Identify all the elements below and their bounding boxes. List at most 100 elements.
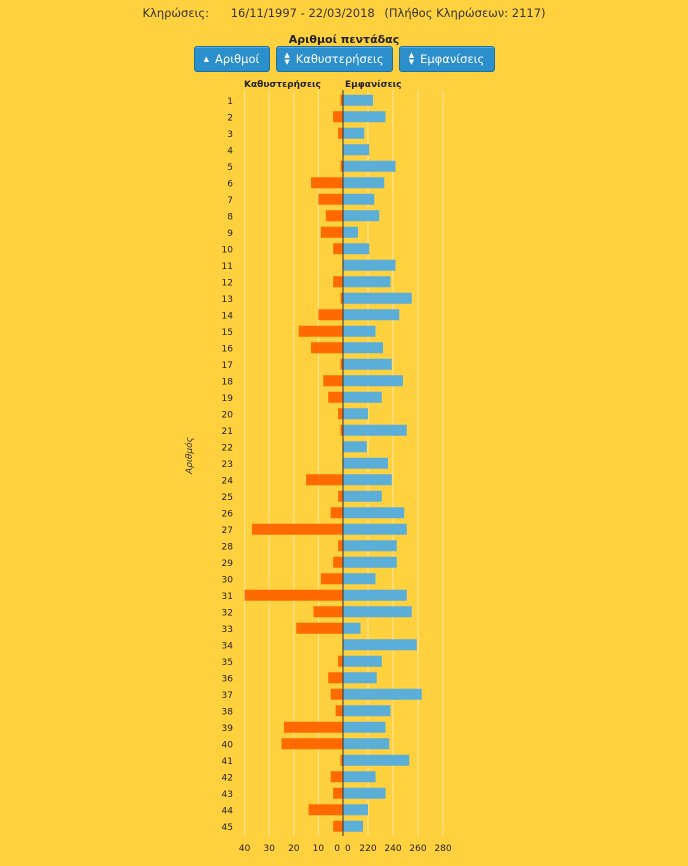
x-tick-label: 40 [239, 844, 251, 854]
x-tick-label: 220 [359, 844, 376, 854]
category-label: 45 [222, 823, 233, 833]
category-label: 21 [222, 427, 233, 437]
delay-bar [306, 474, 343, 486]
appearance-bar [343, 441, 367, 453]
appearance-bar [343, 507, 405, 519]
category-label: 37 [222, 691, 233, 701]
appearance-bar [343, 820, 363, 832]
category-label: 8 [227, 212, 233, 222]
delay-bar [338, 490, 343, 502]
category-label: 6 [227, 179, 233, 189]
sort-numbers-button[interactable]: ▲ Αριθμοί [193, 46, 270, 72]
sort-updown-icon: ▲ ▼ [408, 51, 415, 66]
category-label: 16 [222, 344, 234, 354]
appearance-bar [343, 391, 382, 403]
delay-bar [340, 358, 343, 370]
category-label: 43 [222, 790, 233, 800]
delay-bar [281, 738, 343, 750]
category-label: 17 [222, 361, 233, 371]
appearance-bar [343, 193, 375, 205]
appearance-bar [343, 292, 412, 304]
sort-appearances-button[interactable]: ▲ ▼ Εμφανίσεις [398, 46, 495, 72]
appearance-bar [343, 342, 383, 354]
category-label: 27 [222, 526, 233, 536]
right-series-label: Εμφανίσεις [345, 79, 402, 90]
category-label: 36 [222, 674, 234, 684]
category-label: 13 [222, 295, 233, 305]
appearance-bar [343, 606, 412, 618]
category-label: 25 [222, 493, 233, 503]
delay-bar [323, 375, 343, 387]
appearance-bar [343, 424, 407, 436]
category-label: 2 [227, 113, 233, 123]
delay-bar [320, 226, 343, 238]
category-label: 26 [222, 509, 234, 519]
category-label: 41 [222, 757, 233, 767]
appearance-bar [343, 738, 390, 750]
delay-bar [298, 325, 343, 337]
category-label: 5 [227, 163, 233, 173]
category-label: 38 [222, 707, 234, 717]
category-label: 32 [222, 608, 233, 618]
delay-bar [340, 160, 343, 172]
delay-bar [283, 721, 343, 733]
appearance-bar [343, 177, 385, 189]
appearance-bar [343, 490, 382, 502]
category-label: 23 [222, 460, 233, 470]
x-tick-label: 260 [409, 844, 426, 854]
delay-bar [333, 820, 343, 832]
category-label: 1 [227, 97, 233, 107]
delay-bar [313, 606, 343, 618]
appearance-bar [343, 573, 376, 585]
appearance-bar [343, 540, 397, 552]
delay-bar [333, 556, 343, 568]
delay-bar [340, 94, 343, 106]
delay-bar [333, 243, 343, 255]
category-label: 31 [222, 592, 233, 602]
appearance-bar [343, 705, 391, 717]
y-axis-title: Αριθμός [185, 437, 195, 474]
delay-bar [340, 292, 343, 304]
appearance-bar [343, 787, 386, 799]
appearance-bar [343, 804, 368, 816]
category-label: 14 [222, 311, 234, 321]
category-label: 22 [222, 443, 233, 453]
appearance-bar [343, 309, 400, 321]
delay-bar [330, 771, 343, 783]
appearance-bar [343, 408, 368, 420]
x-tick-label: 10 [313, 844, 325, 854]
delay-bar [325, 210, 343, 222]
category-label: 19 [222, 394, 234, 404]
category-label: 40 [222, 740, 234, 750]
appearance-bar [343, 688, 422, 700]
category-label: 44 [222, 806, 234, 816]
sort-delays-button[interactable]: ▲ ▼ Καθυστερήσεις [275, 46, 393, 72]
x-tick-label: 30 [263, 844, 275, 854]
delay-bar [338, 540, 343, 552]
delay-bar [333, 276, 343, 288]
category-label: 28 [222, 542, 234, 552]
appearance-bar [343, 226, 358, 238]
delay-bar [308, 804, 343, 816]
appearance-bar [343, 210, 380, 222]
sort-up-icon: ▲ [203, 54, 210, 63]
category-label: 15 [222, 328, 233, 338]
delay-bar [338, 655, 343, 667]
delay-bar [328, 672, 343, 684]
appearance-bar [343, 144, 370, 156]
appearance-bar [343, 556, 397, 568]
delay-bar [340, 754, 343, 766]
category-label: 20 [222, 410, 234, 420]
category-label: 11 [222, 262, 233, 272]
category-label: 10 [222, 245, 234, 255]
appearance-bar [343, 111, 386, 123]
category-label: 18 [222, 377, 234, 387]
draws-count: (Πλήθος Κληρώσεων: 2117) [384, 6, 546, 20]
appearance-bar [343, 771, 376, 783]
category-label: 29 [222, 559, 234, 569]
sort-button-group: ▲ Αριθμοί ▲ ▼ Καθυστερήσεις ▲ ▼ Εμφανίσεις [0, 46, 688, 72]
sort-updown-icon: ▲ ▼ [284, 51, 290, 66]
delay-bar [311, 342, 343, 354]
appearance-bar [343, 358, 392, 370]
delay-bar [251, 523, 343, 535]
